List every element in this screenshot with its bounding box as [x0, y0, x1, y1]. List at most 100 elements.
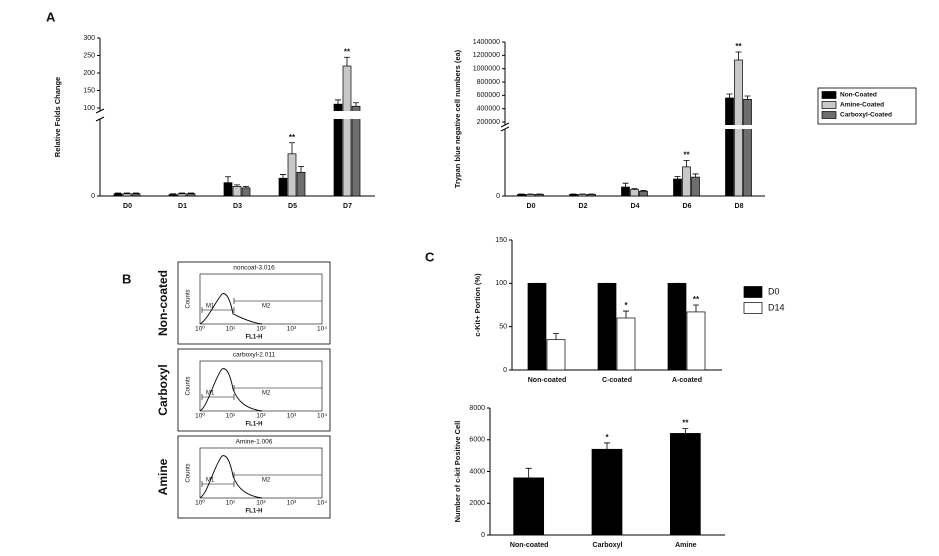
bar	[527, 282, 547, 371]
error-bar	[133, 192, 139, 194]
bar	[682, 166, 691, 197]
x-tick-label: 10⁰	[195, 325, 205, 333]
bar	[186, 193, 196, 197]
bar	[578, 194, 587, 197]
gate-m1	[201, 481, 235, 487]
row-label: Non-coated	[156, 270, 170, 336]
bar	[639, 190, 648, 197]
y-tick-label: 800000	[477, 79, 500, 86]
legend-label: D0	[768, 286, 780, 296]
y-tick-label: 2000	[469, 500, 485, 507]
x-tick-label: Amine	[675, 542, 697, 549]
gate-m2	[233, 472, 322, 478]
x-tick-label: 10³	[287, 500, 297, 507]
y-tick-label: 100	[495, 280, 507, 287]
y-tick-label: 50	[499, 324, 507, 331]
x-tick-label: 10¹	[226, 326, 236, 333]
y-tick-label: 600000	[477, 92, 500, 99]
error-bar	[683, 160, 690, 167]
bar	[296, 171, 306, 197]
error-bar	[622, 182, 629, 188]
y-tick-label: 0	[481, 532, 485, 539]
error-bar	[225, 176, 231, 183]
gate-label: M2	[262, 391, 271, 397]
bar	[223, 182, 233, 197]
y-axis-label: Counts	[186, 376, 192, 395]
histogram-title: carboxyl-2.011	[233, 352, 276, 359]
gate-m1	[201, 307, 235, 313]
bar	[597, 282, 617, 371]
legend-label: Carboxyl-Coated	[840, 112, 892, 119]
x-tick-label: 10¹	[226, 413, 236, 420]
error-bar	[631, 188, 638, 190]
x-tick-label: D2	[579, 203, 588, 210]
error-bar	[640, 190, 647, 192]
x-tick-label: 10⁴	[317, 413, 327, 420]
bar	[616, 317, 636, 371]
bar	[287, 153, 297, 197]
legend-label: Amine-Coated	[840, 102, 884, 109]
significance: *	[624, 301, 628, 310]
bar	[122, 193, 132, 197]
error-bar	[682, 428, 689, 434]
legend-label: D14	[768, 302, 785, 312]
x-tick-label: D7	[343, 203, 352, 210]
y-tick-label: 0	[496, 193, 500, 200]
bar	[168, 194, 178, 197]
significance: **	[344, 47, 351, 56]
bar	[232, 186, 242, 197]
error-bar	[170, 193, 176, 195]
x-tick-label: D4	[631, 203, 640, 210]
bar	[517, 194, 526, 197]
x-tick-label: D0	[123, 203, 132, 210]
bar	[591, 448, 623, 536]
bar	[725, 97, 734, 197]
x-tick-label: 10³	[287, 413, 297, 420]
histogram-frame	[177, 348, 331, 432]
x-tick-label: Non-coated	[510, 542, 549, 549]
gate-label: M2	[262, 478, 271, 484]
y-axis-label: Trypan blue negative cell numbers (ea)	[453, 49, 462, 188]
histogram-curve	[199, 368, 263, 412]
x-tick-label: 10²	[256, 500, 266, 507]
error-bar	[735, 51, 742, 60]
y-tick-label: 0	[91, 193, 95, 200]
error-bar	[692, 173, 699, 178]
bar	[535, 194, 544, 197]
row-label: Amine	[156, 458, 170, 495]
bar	[351, 105, 361, 197]
bar	[569, 194, 578, 197]
x-axis-label: FL1-H	[246, 509, 263, 515]
significance: **	[289, 133, 296, 142]
x-axis-label: FL1-H	[246, 422, 263, 428]
significance: *	[605, 433, 609, 442]
x-axis-label: FL1-H	[246, 335, 263, 341]
bar	[743, 98, 752, 197]
y-tick-label: 1000000	[473, 66, 500, 73]
legend-label: Non-Coated	[840, 92, 877, 99]
error-bar	[335, 99, 341, 105]
error-bar	[243, 185, 249, 188]
y-tick-label: 4000	[469, 468, 485, 475]
error-bar	[525, 467, 532, 478]
x-tick-label: 10⁴	[317, 326, 327, 333]
gate-m2	[233, 385, 322, 391]
y-tick-label: 250	[83, 52, 95, 59]
y-tick-label: 1200000	[473, 52, 500, 59]
error-bar	[344, 56, 350, 66]
gate-label: M1	[206, 478, 215, 484]
y-axis-label: c-Kit+ Portion (%)	[473, 273, 482, 337]
histogram-frame	[177, 261, 331, 345]
x-tick-label: 10³	[287, 326, 297, 333]
bar	[131, 193, 141, 197]
y-tick-label: 8000	[469, 405, 485, 412]
bar	[241, 187, 251, 197]
axis-break	[499, 125, 765, 129]
bar	[673, 178, 682, 197]
gate-label: M1	[206, 304, 215, 310]
error-bar	[289, 142, 295, 154]
y-tick-label: 200	[83, 70, 95, 77]
y-tick-label: 150	[495, 237, 507, 244]
histogram-title: noncoat-3.016	[233, 265, 275, 272]
panel-letter: A	[46, 9, 56, 24]
